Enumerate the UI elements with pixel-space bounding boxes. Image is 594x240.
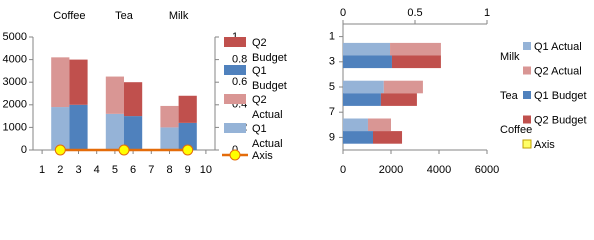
legend-swatch bbox=[224, 94, 246, 104]
axis-marker bbox=[54, 144, 66, 156]
legend-swatch bbox=[224, 123, 246, 133]
bar-segment bbox=[373, 131, 403, 144]
bar-segment bbox=[105, 76, 124, 114]
category-label: Coffee bbox=[53, 10, 85, 22]
bar-segment bbox=[343, 118, 368, 132]
x2-tick-label: 0.5 bbox=[407, 7, 422, 19]
x-tick-label: 2 bbox=[57, 164, 63, 176]
x2-tick-label: 0 bbox=[340, 7, 346, 19]
bar-segment bbox=[343, 42, 391, 56]
axis-marker bbox=[182, 144, 194, 156]
bar-segment bbox=[51, 57, 70, 108]
legend-label: Axis bbox=[252, 150, 273, 162]
bar-segment bbox=[105, 113, 124, 150]
bar-segment bbox=[343, 80, 384, 94]
y-tick-label: 1 bbox=[329, 31, 335, 43]
bar-segment bbox=[383, 80, 423, 94]
x-tick-label: 5 bbox=[112, 164, 118, 176]
legend-label: Q1 Actual bbox=[252, 123, 283, 150]
legend-label: Q2 Budget bbox=[252, 37, 287, 64]
bar-segment bbox=[51, 107, 70, 150]
bar-segment bbox=[343, 131, 373, 144]
bar-segment bbox=[391, 55, 441, 69]
y-tick-label: 3000 bbox=[3, 76, 27, 88]
bar-segment bbox=[367, 118, 391, 132]
legend-label: Q1 Actual bbox=[534, 41, 582, 53]
bar-segment bbox=[390, 42, 441, 56]
legend-label: Q1 Budget bbox=[252, 65, 287, 92]
legend-swatch bbox=[523, 66, 531, 75]
legend-label: Q2 Actual bbox=[252, 94, 283, 121]
y-tick-label: 2000 bbox=[3, 99, 27, 111]
bar-segment bbox=[124, 116, 143, 150]
legend-swatch bbox=[522, 139, 532, 149]
y-tick-label: 3 bbox=[329, 56, 335, 68]
legend-label: Q1 Budget bbox=[534, 90, 587, 102]
x-tick-label: 6 bbox=[130, 164, 136, 176]
category-label: Tea bbox=[500, 90, 519, 102]
bar-segment bbox=[343, 55, 392, 69]
x-tick-label: 6000 bbox=[475, 164, 499, 176]
legend-label: Q2 Budget bbox=[534, 114, 587, 126]
x-tick-label: 9 bbox=[185, 164, 191, 176]
bar-segment bbox=[380, 93, 417, 106]
y-tick-label: 5 bbox=[329, 81, 335, 93]
y-tick-label: 7 bbox=[329, 106, 335, 118]
x-tick-label: 10 bbox=[200, 164, 212, 176]
legend-swatch bbox=[523, 42, 531, 50]
legend-swatch bbox=[523, 115, 531, 124]
x-tick-label: 1 bbox=[39, 164, 45, 176]
legend-swatch bbox=[224, 37, 246, 47]
y-tick-label: 5000 bbox=[3, 31, 27, 43]
legend-label: Q2 Actual bbox=[534, 65, 582, 77]
category-label: Tea bbox=[115, 10, 134, 22]
axis-marker bbox=[118, 144, 130, 156]
x-tick-label: 8 bbox=[166, 164, 172, 176]
legend-marker bbox=[229, 149, 241, 161]
y2-tick-label: 0.6 bbox=[232, 76, 247, 88]
y-tick-label: 1000 bbox=[3, 121, 27, 133]
x-tick-label: 2000 bbox=[379, 164, 403, 176]
bar-segment bbox=[178, 122, 197, 150]
category-label: Milk bbox=[500, 51, 520, 63]
bar-segment bbox=[343, 93, 381, 106]
x-tick-label: 4000 bbox=[427, 164, 451, 176]
bar-segment bbox=[124, 82, 143, 117]
legend-swatch bbox=[224, 65, 246, 75]
x-tick-label: 0 bbox=[340, 164, 346, 176]
y-tick-label: 4000 bbox=[3, 54, 27, 66]
bar-segment bbox=[69, 104, 88, 150]
x-tick-label: 3 bbox=[75, 164, 81, 176]
x2-tick-label: 1 bbox=[484, 7, 490, 19]
legend-swatch bbox=[523, 91, 531, 99]
category-label: Coffee bbox=[500, 124, 532, 136]
y2-tick-label: 1 bbox=[232, 31, 238, 43]
y2-tick-label: 0.8 bbox=[232, 54, 247, 66]
bar-segment bbox=[160, 105, 179, 128]
x-tick-label: 4 bbox=[94, 164, 100, 176]
y-tick-label: 9 bbox=[329, 131, 335, 143]
bar-segment bbox=[160, 127, 179, 150]
bar-segment bbox=[178, 95, 197, 123]
charts: 1234567891001000200030004000500000.20.40… bbox=[3, 7, 587, 176]
bar-segment bbox=[69, 59, 88, 105]
legend-label: Axis bbox=[534, 139, 555, 151]
category-label: Milk bbox=[169, 10, 189, 22]
x-tick-label: 7 bbox=[148, 164, 154, 176]
y-tick-label: 0 bbox=[21, 144, 27, 156]
